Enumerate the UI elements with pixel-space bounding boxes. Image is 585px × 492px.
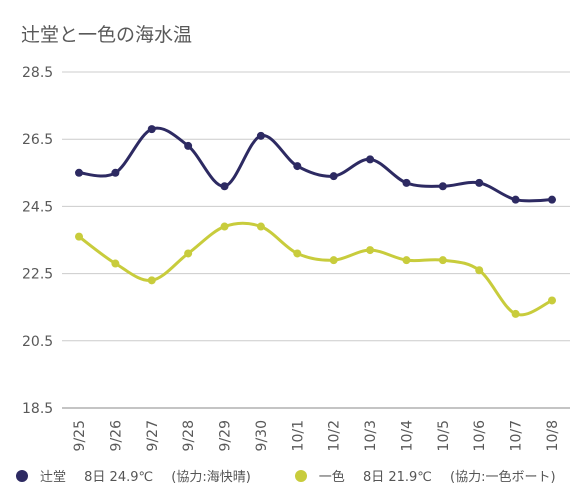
x-tick-label: 10/1 — [290, 420, 306, 451]
data-point — [548, 195, 556, 204]
x-tick-label: 10/5 — [436, 420, 452, 451]
data-point — [147, 125, 156, 134]
x-tick-label: 10/4 — [399, 420, 415, 452]
data-point — [511, 309, 520, 318]
legend-series-name: 一色 — [318, 470, 345, 485]
y-tick-label: 18.5 — [22, 401, 53, 417]
data-point — [256, 222, 265, 231]
data-point — [184, 141, 193, 150]
x-tick-label: 10/8 — [545, 420, 561, 451]
legend-item-isshiki[interactable]: 一色 8日 21.9℃ (協力:一色ボート) — [294, 466, 570, 485]
x-tick-label: 9/26 — [108, 420, 124, 452]
legend-marker-isshiki — [294, 469, 307, 482]
x-tick-label: 9/27 — [145, 420, 161, 451]
legend: 辻堂 8日 24.9℃ (協力:海快晴) 一色 8日 21.9℃ (協力:一色ボ… — [16, 466, 585, 485]
data-point — [147, 276, 156, 285]
data-point — [293, 249, 302, 258]
data-point — [402, 178, 411, 187]
legend-series-credit: (協力:海快晴) — [171, 470, 251, 485]
data-point — [256, 131, 265, 140]
x-tick-label: 10/3 — [363, 420, 379, 451]
data-point — [548, 296, 556, 305]
chart-title: 辻堂と一色の海水温 — [21, 24, 193, 46]
x-tick-label: 9/28 — [181, 420, 197, 451]
data-point — [366, 155, 375, 164]
data-point — [184, 249, 193, 258]
legend-series-info: 8日 24.9℃ — [84, 470, 154, 485]
data-point — [293, 162, 302, 171]
y-tick-label: 26.5 — [22, 132, 53, 148]
data-point — [220, 182, 229, 191]
legend-series-credit: (協力:一色ボート) — [450, 470, 556, 485]
data-point — [329, 172, 338, 181]
data-point — [366, 246, 375, 255]
legend-marker-tsujido — [16, 469, 28, 482]
y-tick-label: 28.5 — [22, 65, 53, 81]
x-tick-label: 9/29 — [218, 420, 234, 451]
x-tick-label: 10/6 — [472, 420, 488, 452]
data-point — [475, 178, 484, 187]
data-point — [111, 259, 120, 268]
data-point — [220, 222, 229, 231]
data-point — [511, 195, 520, 204]
x-tick-label: 10/2 — [327, 420, 343, 451]
y-tick-label: 22.5 — [22, 267, 53, 283]
data-point — [75, 168, 83, 177]
data-point — [75, 232, 83, 241]
data-point — [402, 256, 411, 265]
legend-series-info: 8日 21.9℃ — [362, 470, 432, 485]
legend-item-tsujido[interactable]: 辻堂 8日 24.9℃ (協力:海快晴) — [16, 466, 265, 485]
data-point — [475, 266, 484, 275]
y-tick-label: 20.5 — [22, 334, 53, 350]
legend-series-name: 辻堂 — [40, 470, 67, 485]
data-point — [111, 168, 120, 177]
x-tick-label: 9/30 — [254, 420, 270, 451]
x-tick-label: 10/7 — [509, 420, 525, 451]
y-tick-label: 24.5 — [22, 199, 53, 215]
data-point — [438, 182, 447, 191]
data-point — [438, 256, 447, 265]
data-point — [329, 256, 338, 265]
x-tick-label: 9/25 — [72, 420, 88, 451]
